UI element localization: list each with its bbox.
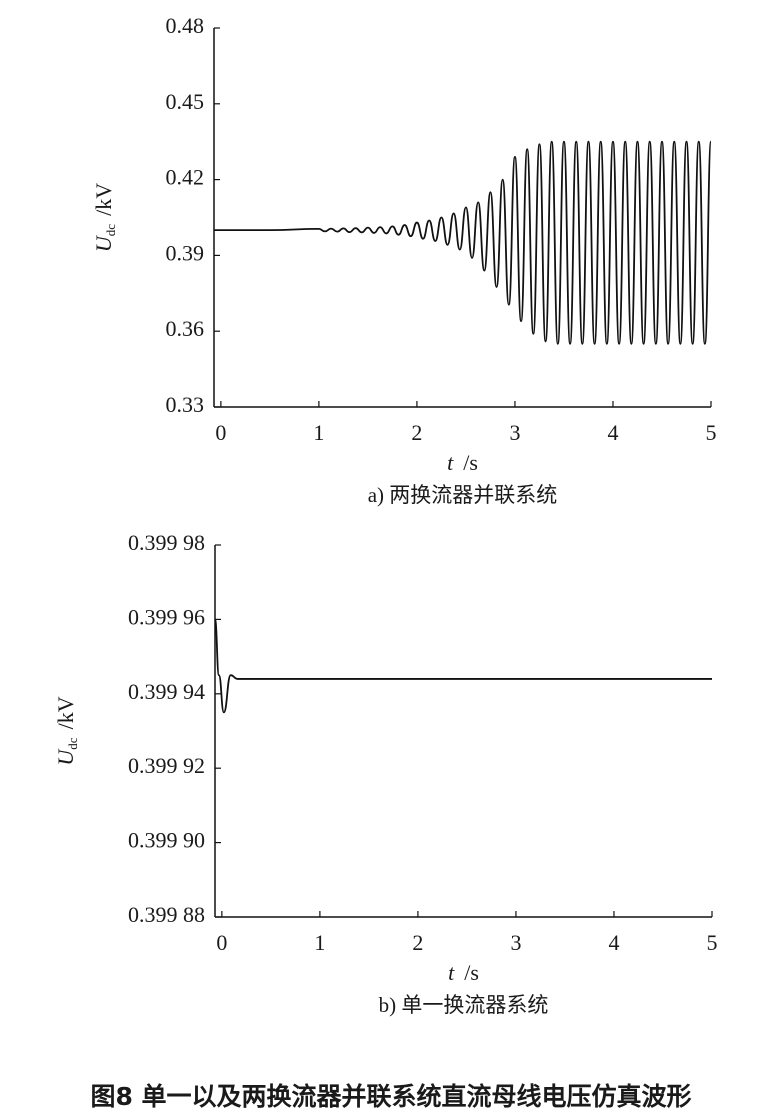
y-tick-label: 0.399 92: [128, 753, 205, 778]
y-tick-label: 0.399 98: [128, 530, 205, 555]
x-axis-label: t/s: [447, 450, 478, 475]
y-label-symbol: U: [53, 748, 78, 766]
y-tick-label: 0.39: [166, 240, 205, 265]
y-axis-label: Udc/kV: [53, 696, 80, 765]
x-label-symbol: t: [448, 960, 455, 985]
x-tick-label: 3: [509, 420, 520, 445]
y-tick-label: 0.42: [166, 165, 205, 190]
x-tick-label: 4: [608, 930, 619, 955]
x-tick-label: 2: [412, 930, 423, 955]
y-tick-label: 0.399 94: [128, 679, 205, 704]
y-label-subscript: dc: [103, 224, 118, 237]
x-tick-label: 0: [215, 420, 226, 445]
x-tick-label: 5: [707, 930, 718, 955]
y-tick-label: 0.45: [166, 89, 205, 114]
x-tick-label: 3: [510, 930, 521, 955]
y-tick-label: 0.33: [166, 392, 205, 417]
y-tick-label: 0.399 96: [128, 604, 205, 629]
x-label-unit: /s: [464, 960, 479, 985]
data-line: [214, 618, 712, 714]
y-tick-label: 0.36: [166, 316, 205, 341]
y-label-unit: /kV: [91, 183, 116, 216]
x-tick-label: 2: [411, 420, 422, 445]
x-axis-label: t/s: [448, 960, 479, 985]
y-label-symbol: U: [91, 234, 116, 252]
y-label-subscript: dc: [65, 737, 80, 750]
y-tick-label: 0.399 88: [128, 902, 205, 927]
y-tick-label: 0.399 90: [128, 828, 205, 853]
x-tick-label: 0: [216, 930, 227, 955]
y-label-unit: /kV: [53, 696, 78, 729]
x-tick-label: 4: [607, 420, 618, 445]
y-tick-label: 0.48: [166, 13, 205, 38]
x-label-symbol: t: [447, 450, 454, 475]
x-tick-label: 5: [706, 420, 717, 445]
chart-subtitle: a) 两换流器并联系统: [368, 483, 558, 507]
x-label-unit: /s: [463, 450, 478, 475]
chart-subtitle: b) 单一换流器系统: [379, 993, 549, 1017]
figure-caption: 图8 单一以及两换流器并联系统直流母线电压仿真波形: [90, 1082, 691, 1111]
x-tick-label: 1: [313, 420, 324, 445]
y-axis-label: Udc/kV: [91, 183, 118, 252]
x-tick-label: 1: [314, 930, 325, 955]
data-line: [213, 140, 712, 345]
